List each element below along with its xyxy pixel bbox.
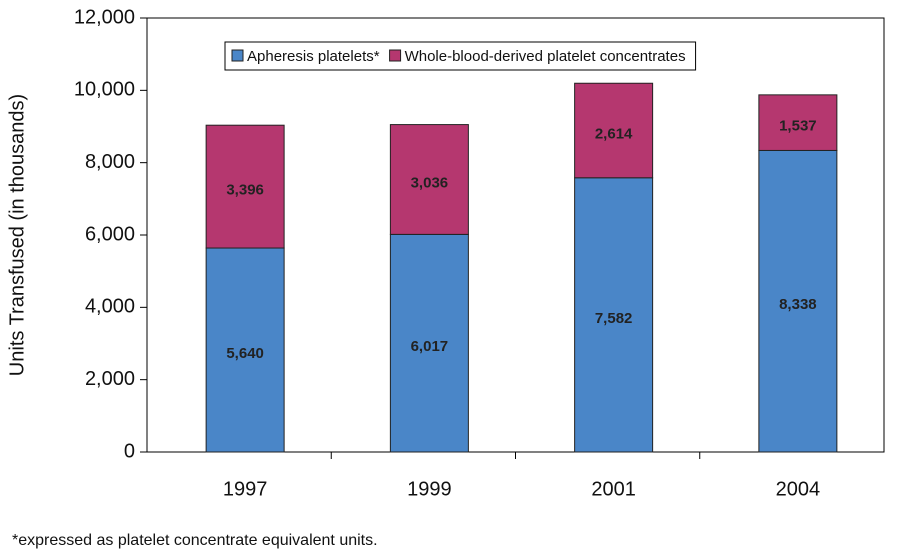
x-tick-label: 1999 xyxy=(407,478,452,500)
x-tick-label: 2001 xyxy=(591,478,636,500)
bar-segment xyxy=(758,149,838,453)
y-tick-label: 4,000 xyxy=(85,296,135,318)
bar-segment xyxy=(205,247,285,453)
bar-segment xyxy=(574,177,654,453)
legend-label: Apheresis platelets* xyxy=(247,48,380,65)
y-tick-label: 6,000 xyxy=(85,223,135,245)
data-label: 7,582 xyxy=(595,310,633,327)
bar-segment xyxy=(574,82,654,179)
x-tick-label: 1997 xyxy=(223,478,268,500)
y-tick-label: 8,000 xyxy=(85,151,135,173)
y-tick-label: 0 xyxy=(124,440,135,462)
bar-segment xyxy=(205,124,285,249)
bar-segment xyxy=(758,94,838,151)
data-label: 6,017 xyxy=(411,338,449,355)
data-label: 2,614 xyxy=(595,125,633,142)
legend-swatch xyxy=(231,49,244,62)
data-label: 1,537 xyxy=(779,118,817,135)
legend-swatch xyxy=(389,49,402,62)
x-tick-label: 2004 xyxy=(776,478,821,500)
y-tick-label: 12,000 xyxy=(74,6,135,28)
y-axis-label: Units Transfused (in thousands) xyxy=(6,94,28,376)
legend-box xyxy=(224,41,697,71)
bar-segment xyxy=(389,233,469,453)
footnote: *expressed as platelet concentrate equiv… xyxy=(12,532,378,549)
data-label: 3,396 xyxy=(226,182,264,199)
y-tick-label: 2,000 xyxy=(85,368,135,390)
bar-segment xyxy=(389,124,469,235)
data-label: 3,036 xyxy=(411,174,449,191)
legend-label: Whole-blood-derived platelet concentrate… xyxy=(405,48,686,65)
y-tick-label: 10,000 xyxy=(74,79,135,101)
data-label: 5,640 xyxy=(226,345,264,362)
data-label: 8,338 xyxy=(779,296,817,313)
